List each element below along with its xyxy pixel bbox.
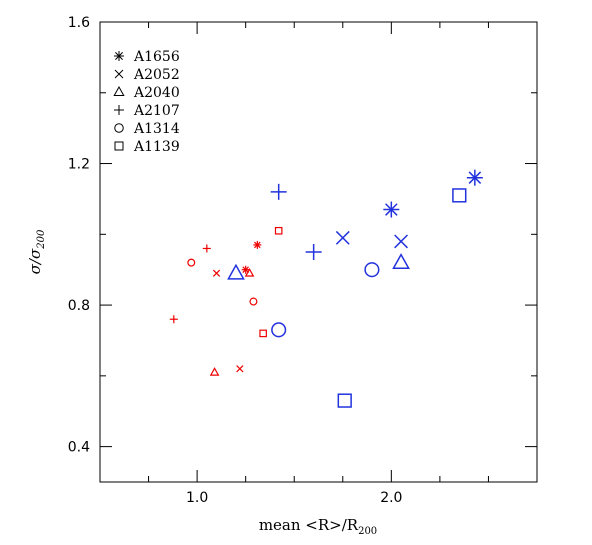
data-point-a2052-red (236, 365, 244, 373)
legend-marker-circle-icon (114, 123, 124, 133)
legend-marker-square-icon (114, 141, 124, 151)
data-point-a2040-blue (392, 253, 410, 269)
legend-label: A1656 (133, 49, 180, 65)
data-point-a1139-blue (452, 188, 467, 203)
legend-label: A1139 (133, 139, 180, 155)
data-point-a2052-red (212, 269, 221, 277)
data-point-a1656-red (241, 265, 250, 274)
plot-frame (99, 21, 538, 483)
y-axis-label: σ/σ200 (26, 229, 47, 274)
data-point-a1656-blue (466, 169, 483, 186)
data-point-a1656-red (253, 240, 262, 249)
y-axis-label-sub: 200 (36, 229, 47, 250)
data-point-a1314-red (187, 258, 196, 267)
y-tick-label: 0.8 (68, 298, 90, 314)
data-point-a1139-red (274, 226, 283, 235)
y-tick-label: 0.4 (68, 440, 90, 456)
legend-marker-asterisk-icon (114, 51, 124, 61)
x-axis-label-sub: 200 (358, 526, 377, 537)
legend-label: A2107 (133, 103, 180, 119)
x-axis-label-main: mean <R>/R (259, 516, 359, 534)
legend-label: A1314 (133, 121, 180, 137)
data-point-a2107-red (169, 315, 178, 324)
x-axis-label: mean <R>/R200 (259, 516, 377, 537)
data-point-a1314-blue (271, 322, 287, 338)
data-point-a2107-red (202, 244, 211, 253)
y-tick-label: 1.2 (68, 157, 90, 173)
legend-marker-cross-icon (114, 69, 124, 79)
data-point-a1139-blue (337, 393, 352, 408)
data-points (169, 169, 483, 408)
axis-ticks: 1.0 2.0 0.4 0.8 1.2 1.6 (68, 15, 537, 506)
data-point-a2040-red (209, 367, 220, 376)
data-point-a1139-red (259, 329, 267, 338)
data-point-a1656-blue (383, 201, 400, 218)
legend-label: A2040 (133, 85, 180, 101)
x-tick-label: 2.0 (380, 490, 402, 506)
data-point-a2040-red (244, 268, 255, 277)
data-point-a2052-blue (335, 230, 350, 245)
data-point-a2040-blue (227, 263, 245, 280)
data-point-a2107-blue (270, 183, 287, 200)
data-point-a2052-blue (394, 234, 408, 249)
legend-label: A2052 (133, 67, 180, 83)
data-point-a1314-blue (364, 262, 380, 278)
y-tick-label: 1.6 (68, 15, 90, 31)
y-axis-label-main: σ/σ (26, 248, 44, 274)
x-tick-label: 1.0 (186, 490, 208, 506)
data-point-a2107-blue (305, 244, 322, 260)
legend-marker-plus-icon (114, 105, 124, 115)
legend-marker-triangle-icon (113, 85, 125, 96)
legend: A1656 A2052 A2040 A2107 A1314 A1139 (113, 49, 180, 155)
data-point-a1314-red (249, 297, 258, 306)
